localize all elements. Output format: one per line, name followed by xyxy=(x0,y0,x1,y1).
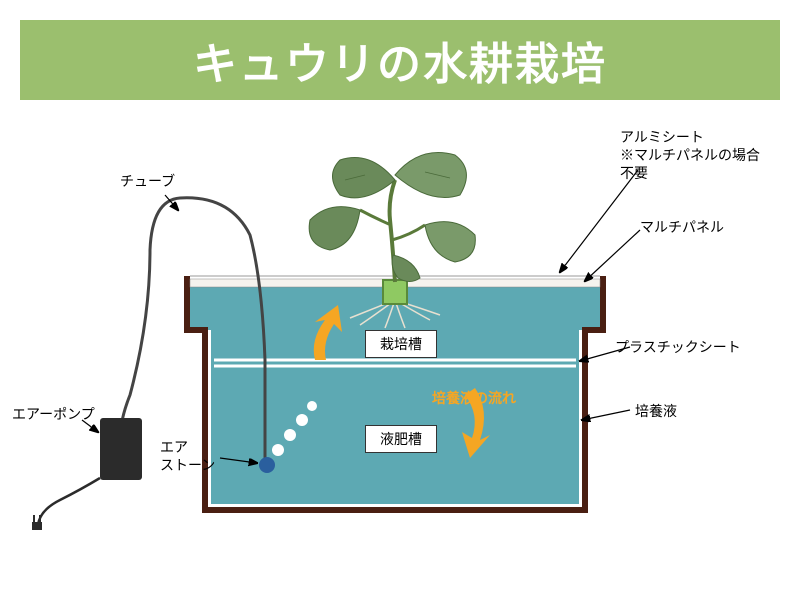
label-air-stone: エア ストーン xyxy=(160,438,215,474)
plant xyxy=(309,153,475,283)
box-fertilizer-tank: 液肥槽 xyxy=(365,425,437,453)
label-alumi-sheet: アルミシート ※マルチパネルの場合 不要 xyxy=(620,128,760,183)
label-flow: 培養液の流れ xyxy=(432,388,516,408)
label-air-pump: エアーポンプ xyxy=(12,405,95,423)
label-multi-panel: マルチパネル xyxy=(640,218,724,236)
box-growing-tank: 栽培槽 xyxy=(365,330,437,358)
tank xyxy=(187,276,603,510)
label-tube: チューブ xyxy=(120,172,175,190)
diagram-svg xyxy=(0,0,800,600)
air-stone xyxy=(259,457,275,473)
label-plastic-sheet: プラスチックシート xyxy=(615,338,741,356)
plant-pot xyxy=(383,280,407,304)
label-nutrient: 培養液 xyxy=(635,402,677,420)
air-pump xyxy=(32,418,142,530)
